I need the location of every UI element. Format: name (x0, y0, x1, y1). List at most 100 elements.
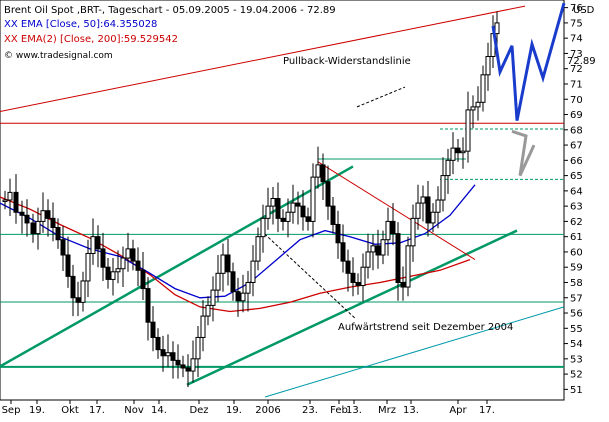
y-tick-label: 51 (570, 385, 583, 396)
x-tick-label: Nov (124, 405, 144, 416)
candle-body (355, 281, 361, 287)
candle-body (370, 245, 376, 253)
candle-body (240, 292, 246, 302)
candle-body (190, 358, 196, 372)
y-tick-label: 61 (570, 232, 583, 243)
candle-body (160, 349, 166, 357)
legend-ema50: XX EMA [Close, 50]:64.355028 (4, 19, 157, 30)
y-tick-label: 75 (570, 18, 583, 29)
chart-title: Brent Oil Spot ,BRT-, Tageschart - 05.09… (4, 5, 336, 16)
candle-body (390, 220, 396, 235)
y-tick-label: 74 (570, 34, 583, 45)
x-tick-label: 13. (346, 405, 362, 416)
candle-body (380, 239, 386, 256)
legend: Brent Oil Spot ,BRT-, Tageschart - 05.09… (4, 5, 336, 61)
candle-body (195, 336, 201, 360)
x-tick-label: Mrz (378, 405, 396, 416)
y-tick-label: 55 (570, 324, 583, 335)
uptrend-line (186, 229, 518, 386)
plot-frame (0, 0, 565, 401)
candle-body (265, 205, 271, 219)
candle-body (295, 202, 301, 207)
candle-body (325, 181, 331, 207)
y-tick-label: 53 (570, 354, 583, 365)
candle-body (350, 272, 356, 283)
annotation-uptrend: Aufwärtstrend seit Dezember 2004 (338, 322, 513, 333)
candle-body (19, 211, 25, 216)
candle-body (95, 236, 101, 250)
candle-body (35, 220, 41, 235)
candle-body (340, 242, 346, 262)
x-tick-label: Feb (330, 405, 348, 416)
candle-body (455, 147, 461, 154)
y-tick-label: 58 (570, 278, 583, 289)
candle-body (50, 217, 56, 229)
candle-body (105, 266, 111, 280)
candle-body (400, 281, 406, 288)
candle-body (335, 223, 341, 244)
x-tick-label: 13. (403, 405, 419, 416)
candle-body (255, 236, 261, 262)
y-tick-label: 64 (570, 186, 583, 197)
y-tick-label: 71 (570, 79, 583, 90)
candle-body (13, 191, 19, 213)
source-credit: © www.tradesignal.com (4, 51, 113, 61)
candle-body (315, 164, 321, 178)
candle-body (115, 268, 121, 273)
x-tick-label: 23. (302, 405, 318, 416)
trend-channel-lower (0, 165, 354, 368)
candle-body (330, 205, 336, 225)
y-tick-label: 56 (570, 309, 583, 320)
candle-body (40, 210, 46, 222)
candle-body (305, 216, 311, 222)
projection-main (491, 2, 566, 121)
candle-body (310, 176, 316, 222)
y-axis-unit: USD (573, 5, 595, 16)
candle-body (300, 205, 306, 218)
candle-body (485, 55, 491, 76)
candle-body (410, 217, 416, 247)
candle-body (405, 245, 411, 288)
candle-body (130, 248, 136, 262)
y-tick-label: 73 (570, 49, 583, 60)
pullback-line (317, 161, 476, 261)
candle-body (200, 315, 206, 338)
candle-body (70, 275, 76, 299)
candle-body (280, 217, 286, 222)
candle-body (440, 175, 446, 201)
last-price-label: 72.89 (567, 56, 596, 67)
candle-body (494, 22, 500, 35)
candle-body (7, 191, 13, 201)
candle-body (395, 233, 401, 283)
candle-body (210, 289, 216, 306)
candle-body (225, 254, 231, 273)
candle-body (275, 198, 281, 219)
annotation-pointer (356, 86, 406, 108)
candle-body (360, 266, 366, 287)
candle-body (385, 220, 391, 241)
y-tick-label: 62 (570, 217, 583, 228)
x-tick-label: Apr (449, 405, 467, 416)
candle-body (420, 196, 426, 204)
candle-body (230, 271, 236, 293)
candle-body (110, 271, 116, 280)
legend-ema200: XX EMA(2) [Close, 200]:59.529542 (4, 34, 178, 45)
candle-body (415, 202, 421, 219)
projection-alternative (511, 129, 536, 177)
candle-body (165, 352, 171, 357)
candle-body (220, 254, 226, 274)
candle-body (120, 257, 126, 270)
candle-body (100, 248, 106, 268)
candle-body (465, 109, 471, 152)
candle-body (65, 254, 71, 277)
candle-body (460, 150, 466, 154)
candle-body (45, 210, 51, 219)
candle-body (470, 106, 476, 111)
y-tick-label: 70 (570, 95, 583, 106)
candle-body (85, 252, 91, 282)
candle-body (80, 280, 86, 303)
y-tick-label: 72 (570, 64, 583, 75)
candle-body (175, 359, 181, 366)
